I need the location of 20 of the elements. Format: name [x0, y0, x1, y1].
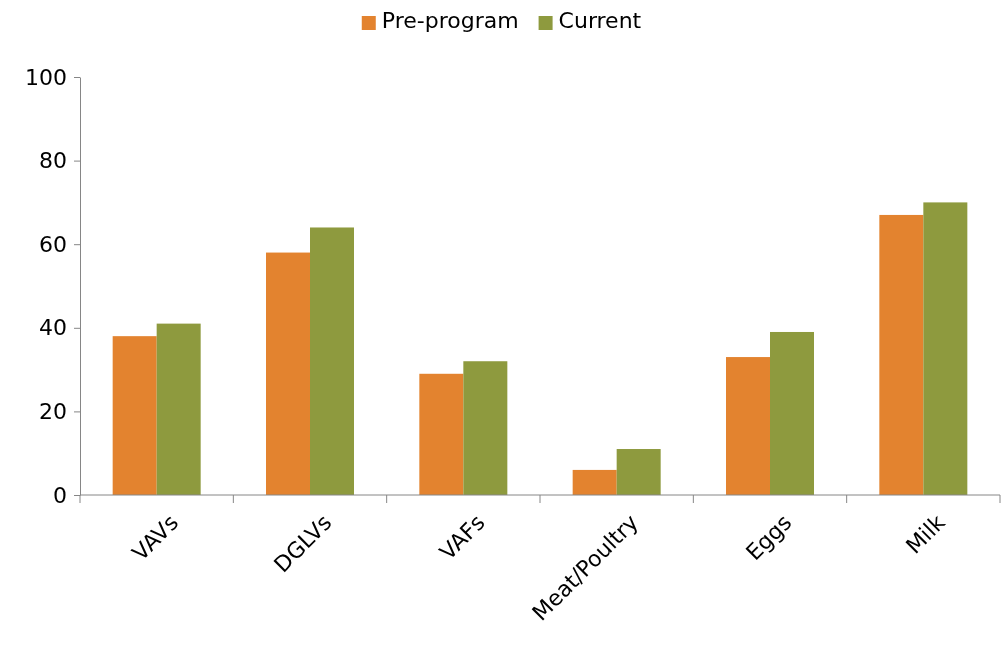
bar — [156, 323, 201, 495]
y-tick-label: 20 — [39, 398, 67, 424]
legend-label: Current — [558, 8, 642, 33]
y-tick-label: 0 — [53, 482, 67, 508]
y-tick-label: 100 — [25, 64, 67, 90]
bar — [616, 449, 661, 495]
bar — [572, 469, 617, 495]
bar — [419, 373, 464, 495]
bar — [112, 336, 157, 495]
y-tick-label: 80 — [39, 148, 67, 174]
bar — [266, 252, 310, 495]
y-tick-label: 60 — [39, 231, 67, 257]
legend-label: Pre-program — [381, 8, 519, 33]
y-tick-label: 40 — [39, 315, 67, 341]
bar — [310, 227, 354, 495]
bar — [923, 202, 968, 495]
bar — [726, 357, 770, 495]
bar — [463, 361, 508, 495]
bar — [770, 331, 814, 495]
bar — [879, 214, 924, 495]
